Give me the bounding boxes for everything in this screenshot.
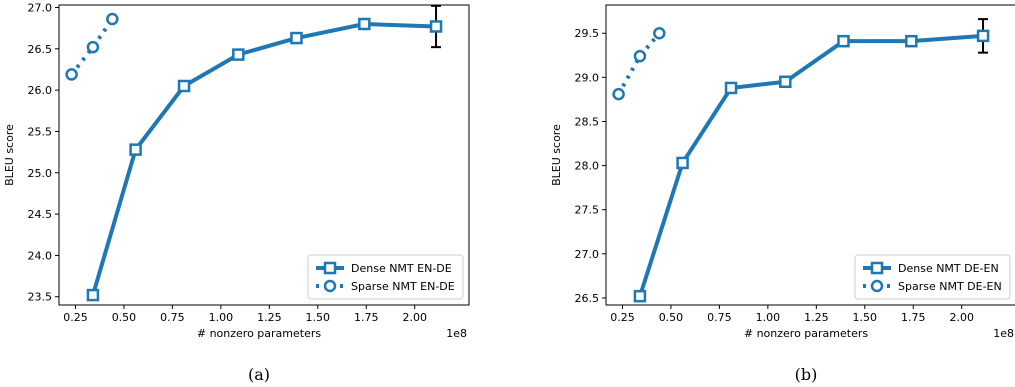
y-tick-label: 29.5 [575, 27, 600, 40]
x-tick-label: 0.25 [610, 311, 635, 324]
data-point-square [779, 75, 792, 89]
legend-box [307, 254, 464, 300]
y-tick-label: 29.0 [575, 71, 600, 84]
y-tick-label: 24.5 [28, 208, 53, 221]
x-tick-label: 1.75 [354, 311, 379, 324]
data-point-square [358, 17, 371, 31]
data-point-square [177, 79, 191, 93]
x-tick-label: 2.00 [949, 311, 974, 324]
x-tick-label: 2.00 [402, 311, 427, 324]
y-tick-label: 28.0 [575, 160, 600, 173]
y-tick-label: 23.5 [28, 291, 53, 304]
y-tick-label: 25.0 [28, 167, 53, 180]
data-point-circle [86, 40, 100, 54]
legend-label: Dense NMT DE-EN [898, 262, 999, 275]
data-point-circle [106, 12, 119, 26]
data-point-square [129, 143, 142, 156]
y-tick-label: 28.5 [575, 115, 600, 128]
legend-label: Sparse NMT DE-EN [898, 280, 1002, 293]
data-point-square [86, 288, 100, 302]
panel-caption: (b) [795, 365, 818, 384]
y-tick-label: 25.5 [28, 125, 53, 138]
x-tick-label: 0.25 [63, 311, 88, 324]
x-offset-multiplier: 1e8 [446, 327, 467, 340]
legend-box [854, 254, 1011, 300]
plot-frame [58, 4, 470, 306]
x-tick-label: 1.00 [209, 311, 234, 324]
plot-frame [605, 4, 1015, 306]
data-point-circle [65, 68, 78, 81]
data-point-square [976, 29, 990, 43]
x-axis-label: # nonzero parameters [197, 327, 322, 340]
data-point-square [232, 48, 245, 61]
chart-panel-1: 0.25 0.50 0.75 1.00 1.25 1.50 1.75 2.00 26.5 27.0… [550, 4, 1015, 384]
series-line-1 [70, 17, 114, 76]
x-tick-label: 1.25 [804, 311, 829, 324]
panel-caption: (a) [248, 365, 270, 384]
series-line-0 [91, 22, 437, 296]
data-point-square [837, 34, 850, 48]
x-tick-label: 0.50 [659, 311, 684, 324]
y-axis-label: BLEU score [3, 124, 16, 186]
chart-panel-0: 0.25 0.50 0.75 1.00 1.25 1.50 1.75 2.00 23.5 24.0… [3, 1, 470, 384]
legend-marker-square [323, 261, 337, 275]
x-tick-label: 1.50 [306, 311, 331, 324]
x-tick-label: 0.75 [707, 311, 732, 324]
data-point-circle [612, 87, 625, 101]
y-tick-label: 24.0 [28, 249, 53, 262]
y-tick-label: 27.0 [575, 248, 600, 261]
legend-marker-circle [323, 279, 337, 293]
x-tick-label: 1.25 [257, 311, 282, 324]
legend-marker-circle [870, 279, 884, 293]
data-point-square [724, 81, 738, 95]
data-point-circle [653, 26, 666, 40]
data-point-circle [633, 49, 647, 63]
data-point-square [676, 156, 689, 170]
x-tick-label: 1.50 [853, 311, 878, 324]
x-axis-label: # nonzero parameters [744, 327, 869, 340]
legend-label: Sparse NMT EN-DE [351, 280, 455, 293]
series-line-1 [616, 31, 661, 96]
x-tick-label: 0.75 [160, 311, 185, 324]
y-tick-label: 26.0 [28, 84, 53, 97]
legend-label: Dense NMT EN-DE [351, 262, 452, 275]
x-tick-label: 1.00 [756, 311, 781, 324]
data-point-square [429, 20, 443, 33]
x-tick-label: 0.50 [112, 311, 137, 324]
y-tick-label: 27.5 [575, 204, 600, 217]
legend-marker-square [870, 261, 884, 275]
data-point-square [905, 34, 918, 48]
x-offset-multiplier: 1e8 [993, 327, 1014, 340]
data-point-square [290, 31, 303, 45]
x-tick-label: 1.75 [901, 311, 926, 324]
y-tick-label: 27.0 [28, 1, 53, 14]
data-point-square [633, 289, 647, 303]
y-tick-label: 26.5 [28, 43, 53, 56]
y-axis-label: BLEU score [550, 124, 563, 186]
y-tick-label: 26.5 [575, 292, 600, 305]
